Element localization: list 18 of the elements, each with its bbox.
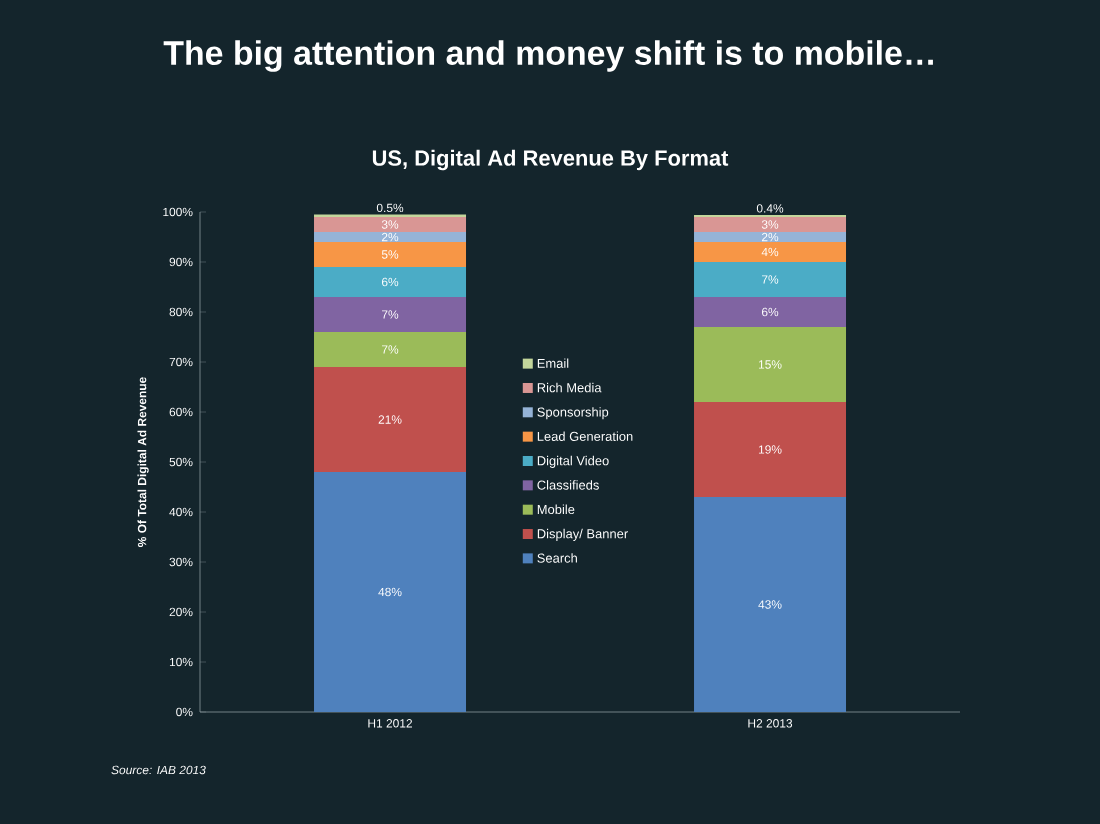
bar	[694, 497, 847, 712]
chart-title: The big attention and money shift is to mobile…	[163, 40, 933, 72]
bar	[314, 231, 467, 242]
bar	[694, 241, 847, 262]
bar	[314, 266, 467, 297]
bar	[694, 261, 847, 297]
bar	[314, 296, 467, 332]
bar	[314, 472, 467, 712]
bar	[694, 296, 847, 327]
bar	[314, 367, 467, 472]
bar	[694, 402, 847, 497]
chart-subtitle: US, Digital Ad Revenue By Format	[372, 149, 729, 171]
bar	[314, 331, 467, 367]
bar	[694, 216, 847, 232]
bar	[694, 231, 847, 242]
bar	[314, 241, 467, 267]
bar	[314, 216, 467, 232]
bar	[694, 326, 847, 402]
